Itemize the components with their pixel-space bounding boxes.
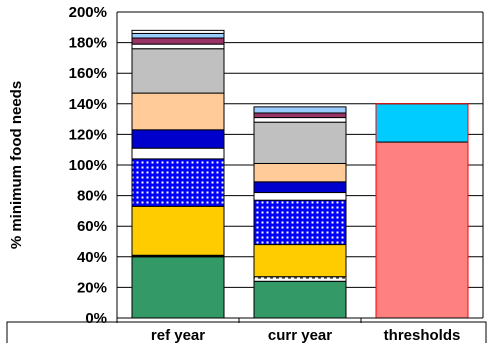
bars: [131, 29, 469, 319]
bar-segment: [375, 103, 469, 143]
bar-segment: [253, 192, 347, 201]
bar-segment: [131, 256, 225, 319]
bar-segment: [131, 129, 225, 149]
bar-segment: [131, 92, 225, 131]
y-tick-label: 20%: [77, 279, 107, 296]
bar-segment: [131, 32, 225, 39]
y-tick-label: 160%: [69, 65, 107, 82]
bar-segment: [253, 162, 347, 183]
y-tick-labels: 0% 20% 40% 60% 80% 100% 120% 140% 160% 180% 200%: [69, 4, 107, 327]
bar-segment: [131, 48, 225, 94]
y-tick-label: 180%: [69, 35, 107, 52]
y-tick-label: 200%: [69, 4, 107, 21]
legend-box: [6, 321, 487, 343]
bar-segment: [253, 280, 347, 319]
y-tick-label: 100%: [69, 157, 107, 174]
bar-segment: [253, 199, 347, 246]
bar-segment: [253, 106, 347, 114]
bar-segment: [131, 29, 225, 34]
bar-segment: [253, 112, 347, 119]
y-tick-label: 140%: [69, 96, 107, 113]
x-tick-label: thresholds: [384, 327, 461, 343]
bar-segment: [131, 147, 225, 160]
bar-segment: [131, 158, 225, 207]
bar-segment: [131, 37, 225, 45]
axes: [116, 12, 484, 323]
y-tick-label: 40%: [77, 249, 107, 266]
bar-segment: [253, 244, 347, 278]
x-tick-label: ref year: [151, 327, 205, 343]
x-tick-labels: ref year curr year thresholds: [151, 327, 460, 343]
bar-segment: [375, 141, 469, 319]
bar-segment: [253, 121, 347, 164]
bar-segment: [253, 117, 347, 123]
y-tick-label: 120%: [69, 126, 107, 143]
y-tick-label: 0%: [85, 310, 107, 327]
bar-segment: [253, 276, 347, 282]
bar-segment: [253, 181, 347, 194]
bar-segment: [131, 205, 225, 256]
x-tick-label: curr year: [268, 327, 332, 343]
y-tick-label: 60%: [77, 218, 107, 235]
bar-segment: [131, 43, 225, 50]
y-axis-label: % minimum food needs: [8, 81, 25, 249]
y-tick-label: 80%: [77, 188, 107, 205]
